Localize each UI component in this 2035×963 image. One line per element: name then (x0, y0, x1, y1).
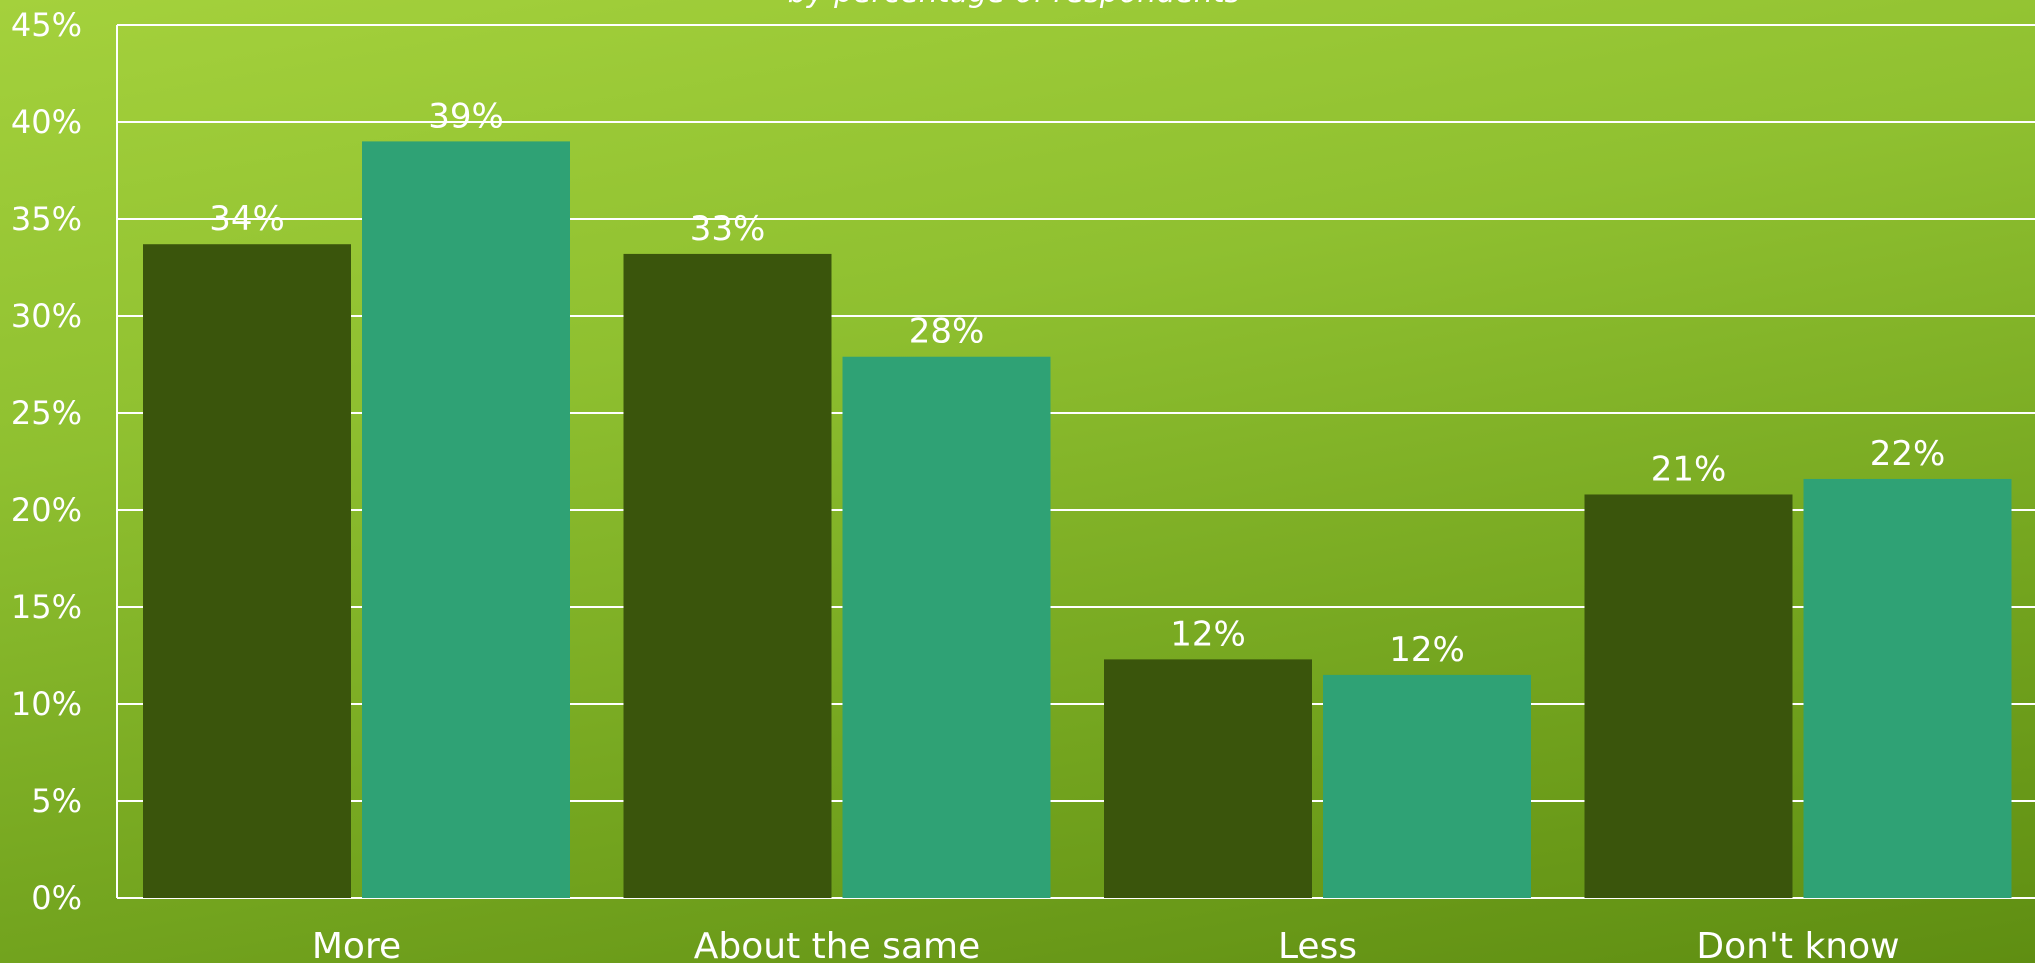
y-tick-label: 10% (11, 685, 82, 723)
category-labels: More About the same Less Don't know (312, 926, 1900, 963)
bar-series1 (1104, 659, 1312, 898)
bar-series1 (143, 244, 351, 899)
y-tick-label: 20% (11, 491, 82, 529)
y-axis-ticks: 0% 5% 10% 15% 20% 25% 30% 35% 40% 45% (11, 6, 82, 917)
category-label: More (312, 926, 401, 963)
data-label: 21% (1651, 449, 1727, 489)
y-tick-label: 30% (11, 297, 82, 335)
bar-series2 (1323, 674, 1531, 898)
data-labels: 34% 39% 33% 28% 12% 12% 21% 22% (209, 96, 1945, 670)
data-label: 12% (1170, 614, 1246, 654)
data-label: 34% (209, 199, 285, 239)
bar-series2 (1803, 478, 2012, 898)
data-label: 33% (690, 209, 766, 249)
y-tick-label: 0% (31, 879, 82, 917)
y-tick-label: 15% (11, 588, 82, 626)
y-tick-label: 5% (31, 782, 82, 820)
category-label: About the same (694, 926, 980, 963)
y-tick-label: 25% (11, 394, 82, 432)
bar-series2 (362, 141, 570, 898)
y-tick-label: 40% (11, 103, 82, 141)
y-tick-label: 35% (11, 200, 82, 238)
bar-series1 (623, 253, 832, 899)
data-label: 12% (1389, 630, 1465, 670)
bars (143, 141, 2012, 899)
category-label: Don't know (1696, 926, 1899, 963)
category-label: Less (1278, 926, 1357, 963)
chart-subtitle: by percentage of respondents (788, 0, 1241, 10)
data-label: 39% (428, 96, 504, 136)
data-label: 28% (909, 312, 985, 352)
data-label: 22% (1870, 434, 1946, 474)
bar-series1 (1584, 494, 1793, 898)
y-tick-label: 45% (11, 6, 82, 44)
bar-series2 (842, 356, 1051, 898)
